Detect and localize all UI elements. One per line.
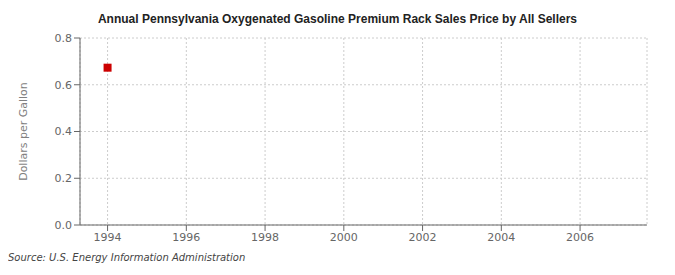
svg-text:2000: 2000 xyxy=(330,231,358,244)
html-text:Annual Pennsylvania Oxygenated: Annual Pennsylvania Oxygenated Gasoline … xyxy=(98,12,577,26)
svg-text:0.6: 0.6 xyxy=(55,79,73,92)
svg-text:1996: 1996 xyxy=(172,231,200,244)
svg-text:Dollars per Gallon: Dollars per Gallon xyxy=(17,82,30,181)
svg-text:0.8: 0.8 xyxy=(55,32,73,45)
svg-text:2006: 2006 xyxy=(566,231,594,244)
html-text:Source: U.S. Energy Informatio: Source: U.S. Energy Information Administ… xyxy=(8,252,246,263)
svg-text:0.0: 0.0 xyxy=(55,219,73,232)
svg-text:1998: 1998 xyxy=(251,231,279,244)
svg-text:2002: 2002 xyxy=(409,231,437,244)
svg-text:0.2: 0.2 xyxy=(55,172,73,185)
svg-text:2004: 2004 xyxy=(487,231,515,244)
svg-text:0.4: 0.4 xyxy=(55,125,73,138)
svg-text:1994: 1994 xyxy=(94,231,122,244)
